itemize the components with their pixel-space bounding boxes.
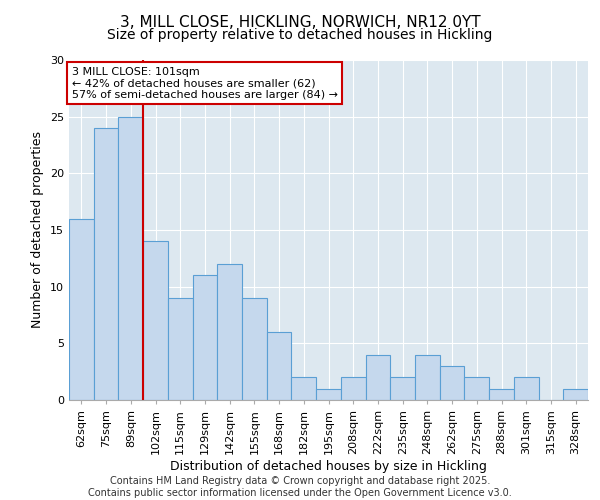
- Bar: [390, 378, 415, 400]
- Bar: [94, 128, 118, 400]
- Bar: [267, 332, 292, 400]
- X-axis label: Distribution of detached houses by size in Hickling: Distribution of detached houses by size …: [170, 460, 487, 472]
- Bar: [242, 298, 267, 400]
- Y-axis label: Number of detached properties: Number of detached properties: [31, 132, 44, 328]
- Bar: [341, 378, 365, 400]
- Bar: [440, 366, 464, 400]
- Bar: [292, 378, 316, 400]
- Bar: [118, 116, 143, 400]
- Bar: [143, 242, 168, 400]
- Text: 3 MILL CLOSE: 101sqm
← 42% of detached houses are smaller (62)
57% of semi-detac: 3 MILL CLOSE: 101sqm ← 42% of detached h…: [71, 67, 338, 100]
- Bar: [514, 378, 539, 400]
- Bar: [563, 388, 588, 400]
- Bar: [193, 276, 217, 400]
- Bar: [316, 388, 341, 400]
- Bar: [464, 378, 489, 400]
- Text: Size of property relative to detached houses in Hickling: Size of property relative to detached ho…: [107, 28, 493, 42]
- Text: 3, MILL CLOSE, HICKLING, NORWICH, NR12 0YT: 3, MILL CLOSE, HICKLING, NORWICH, NR12 0…: [119, 15, 481, 30]
- Bar: [415, 354, 440, 400]
- Bar: [489, 388, 514, 400]
- Bar: [365, 354, 390, 400]
- Bar: [69, 218, 94, 400]
- Bar: [217, 264, 242, 400]
- Bar: [168, 298, 193, 400]
- Text: Contains HM Land Registry data © Crown copyright and database right 2025.
Contai: Contains HM Land Registry data © Crown c…: [88, 476, 512, 498]
